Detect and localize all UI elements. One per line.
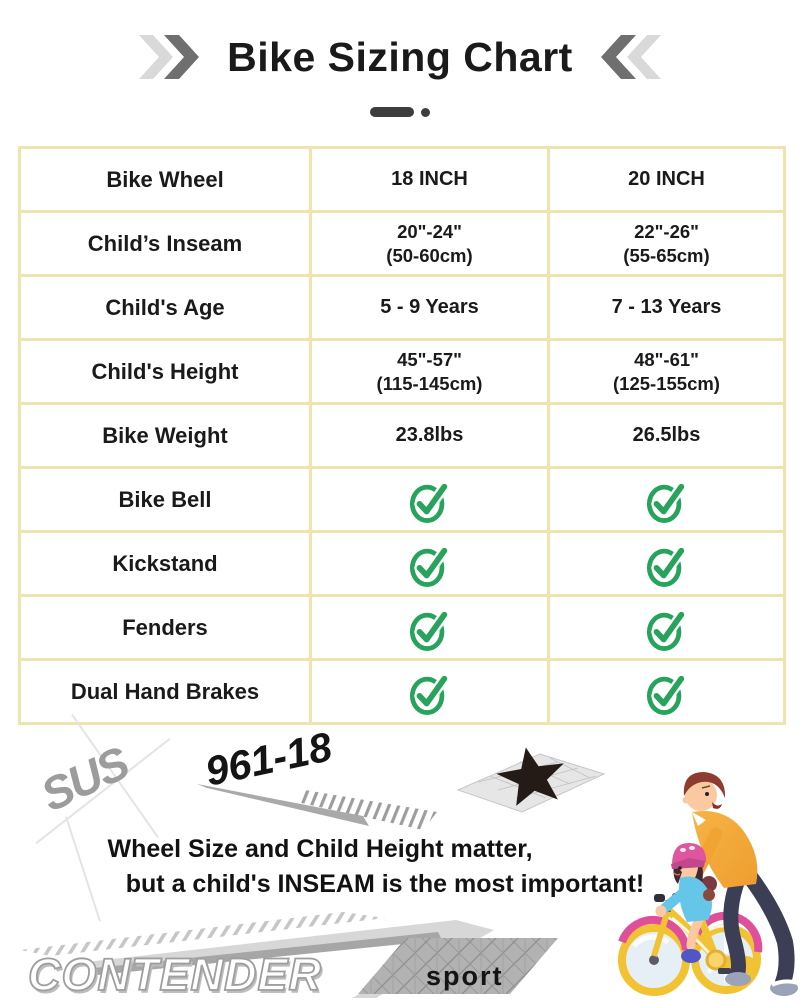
- stripe-hatch: [297, 790, 437, 830]
- row-label: Bike Wheel: [18, 146, 312, 213]
- star-badge: [456, 747, 606, 813]
- front-fender: [618, 915, 690, 951]
- double-chevron-left-icon: [600, 35, 661, 79]
- star-icon: [496, 747, 564, 806]
- row-label: Dual Hand Brakes: [18, 658, 312, 725]
- double-chevron-right-icon: [139, 35, 200, 79]
- cell-20-inch: 48"-61" (125-155cm): [547, 338, 786, 405]
- cell-18-inch: 45"-57" (115-145cm): [309, 338, 550, 405]
- brand-logo: CONTENDER CONTENDER sport: [20, 912, 558, 1000]
- header: Bike Sizing Chart: [0, 22, 800, 92]
- value-line: 22"-26": [634, 220, 699, 242]
- cell-18-inch: 20"-24" (50-60cm): [309, 210, 550, 277]
- table-row-fenders: Fenders: [18, 594, 786, 661]
- cell-20-inch: [547, 466, 786, 533]
- row-label: Kickstand: [18, 530, 312, 597]
- brand-name: CONTENDER: [28, 949, 322, 1000]
- cell-18-inch: [309, 466, 550, 533]
- sus-logo: SUS: [33, 736, 136, 822]
- model-number: 961-18: [201, 730, 336, 795]
- row-label: Bike Bell: [18, 466, 312, 533]
- swoosh-shape: [197, 784, 369, 826]
- page-title: Bike Sizing Chart: [227, 33, 573, 80]
- check-icon: [646, 608, 687, 651]
- check-icon: [646, 480, 687, 523]
- check-icon: [409, 480, 450, 523]
- illustration-dad-child-bike: [618, 772, 799, 996]
- check-icon: [409, 608, 450, 651]
- note-line-2: but a child's INSEAM is the most importa…: [125, 870, 645, 898]
- cell-20-inch: 7 - 13 Years: [547, 274, 786, 341]
- value-line: 45"-57": [397, 348, 462, 370]
- value-line: (50-60cm): [386, 244, 473, 266]
- cell-20-inch: 20 INCH: [547, 146, 786, 213]
- dash-shape: [370, 107, 414, 117]
- row-label: Child's Age: [18, 274, 312, 341]
- brand-name-shadow: CONTENDER: [30, 952, 324, 1000]
- note-line-1: Wheel Size and Child Height matter,: [107, 835, 533, 863]
- row-label: Child's Height: [18, 338, 312, 405]
- value-line: (115-145cm): [376, 372, 483, 394]
- check-icon: [646, 544, 687, 587]
- table-row-weight: Bike Weight 23.8lbs 26.5lbs: [18, 402, 786, 469]
- table-row-kickstand: Kickstand: [18, 530, 786, 597]
- row-label: Fenders: [18, 594, 312, 661]
- cell-20-inch: 26.5lbs: [547, 402, 786, 469]
- swoosh-underline: [94, 932, 442, 975]
- value-line: 20"-24": [397, 220, 462, 242]
- table-row-age: Child's Age 5 - 9 Years 7 - 13 Years: [18, 274, 786, 341]
- cell-20-inch: [547, 530, 786, 597]
- check-icon: [646, 672, 687, 715]
- cell-20-inch: 22"-26" (55-65cm): [547, 210, 786, 277]
- value-line: 48"-61": [634, 348, 699, 370]
- cell-18-inch: [309, 658, 550, 725]
- table-row-height: Child's Height 45"-57" (115-145cm) 48"-6…: [18, 338, 786, 405]
- title-underline: [0, 107, 800, 117]
- table-row-bike-wheel: Bike Wheel 18 INCH 20 INCH: [18, 146, 786, 213]
- model-number-badge: 961-18: [197, 730, 437, 830]
- row-label: Child’s Inseam: [18, 210, 312, 277]
- table-row-inseam: Child’s Inseam 20"-24" (50-60cm) 22"-26"…: [18, 210, 786, 277]
- brand-sub-label: sport: [426, 961, 504, 991]
- cell-18-inch: [309, 530, 550, 597]
- table-row-brakes: Dual Hand Brakes: [18, 658, 786, 725]
- cell-18-inch: [309, 594, 550, 661]
- cell-20-inch: [547, 658, 786, 725]
- cell-18-inch: 5 - 9 Years: [309, 274, 550, 341]
- check-icon: [409, 544, 450, 587]
- cell-18-inch: 23.8lbs: [309, 402, 550, 469]
- cell-18-inch: 18 INCH: [309, 146, 550, 213]
- value-line: (55-65cm): [623, 244, 710, 266]
- cell-20-inch: [547, 594, 786, 661]
- sizing-table: Bike Wheel 18 INCH 20 INCH Child’s Insea…: [18, 146, 786, 725]
- sport-patch-hatch: [358, 938, 558, 994]
- value-line: (125-155cm): [613, 372, 720, 394]
- stripe-band: [20, 912, 386, 956]
- check-icon: [409, 672, 450, 715]
- dot-shape: [421, 107, 430, 117]
- table-row-bell: Bike Bell: [18, 466, 786, 533]
- child-figure: [655, 842, 717, 963]
- row-label: Bike Weight: [18, 402, 312, 469]
